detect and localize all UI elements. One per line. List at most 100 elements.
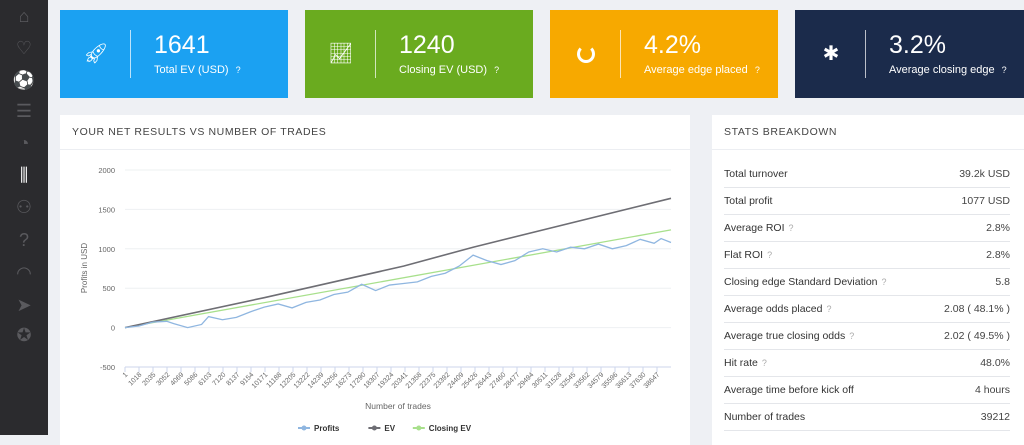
series-line-ev <box>124 197 672 329</box>
send-icon[interactable]: ➤ <box>16 295 32 315</box>
stat-label: Average time before kick off <box>724 384 854 396</box>
x-tick-label: 4069 <box>169 371 185 387</box>
heart-icon[interactable]: ♡ <box>15 38 33 58</box>
help-icon[interactable]: ? <box>1001 65 1007 75</box>
y-axis-label: Profits in USD <box>80 243 89 293</box>
y-tick-label: 0 <box>111 324 115 333</box>
stat-value: 2.02 ( 49.5% ) <box>944 330 1010 342</box>
stat-label: Average true closing odds <box>724 330 846 342</box>
y-tick-label: 500 <box>102 284 115 293</box>
sidebar: ⌂ ♡ ⚽ ☰ ◔ ⫼ ⚇ ? ◠ ➤ ✪ <box>0 0 48 435</box>
chart-panel: YOUR NET RESULTS VS NUMBER OF TRADES Pro… <box>60 115 690 445</box>
stats-row: Average time before kick off 4 hours <box>724 377 1010 404</box>
x-tick-label: 10171 <box>251 371 270 390</box>
stats-row: Average odds placed? 2.08 ( 48.1% ) <box>724 296 1010 323</box>
stat-label: Average ROI <box>724 222 785 234</box>
stat-value: 4 hours <box>974 384 1010 396</box>
help-icon[interactable]: ? <box>761 358 767 368</box>
card-value: 4.2% <box>644 31 701 59</box>
legend-item[interactable]: EV <box>384 424 395 433</box>
award-icon[interactable]: ✪ <box>16 325 32 345</box>
legend-marker <box>416 425 422 431</box>
legend-marker <box>301 425 307 431</box>
stat-label: Number of trades <box>724 411 806 423</box>
x-tick-label: 1018 <box>127 371 143 387</box>
total-ev-card: 🚀︎ 1641 Total EV (USD) ? <box>60 10 288 98</box>
y-tick-label: 1500 <box>98 205 115 214</box>
closing-edge-card: ✱ 3.2% Average closing edge ? <box>795 10 1024 98</box>
list-icon[interactable]: ☰ <box>15 101 33 121</box>
results-chart: Profits in USD Number of trades 20001500… <box>80 166 672 433</box>
stat-value: 39.2k USD <box>959 168 1010 180</box>
stat-label: Total turnover <box>724 168 788 180</box>
help-icon[interactable]: ? <box>881 277 887 287</box>
users-icon[interactable]: ⚇ <box>15 197 33 217</box>
stats-row: Flat ROI? 2.8% <box>724 242 1010 269</box>
help-icon[interactable]: ? <box>754 65 760 75</box>
sliders-icon[interactable]: ⫼ <box>19 165 29 185</box>
ring-icon <box>572 40 600 68</box>
card-label: Closing EV (USD) <box>399 64 488 76</box>
stat-value: 2.8% <box>986 249 1010 261</box>
x-tick-label: 5086 <box>183 371 199 387</box>
stat-label: Hit rate <box>724 357 758 369</box>
stats-row: Closing edge Standard Deviation? 5.8 <box>724 269 1010 296</box>
edge-placed-card: 4.2% Average edge placed ? <box>550 10 778 98</box>
legend-item[interactable]: Profits <box>314 424 340 433</box>
x-tick-label: 38647 <box>643 371 662 390</box>
legend-marker <box>371 425 377 431</box>
help-icon[interactable]: ? <box>826 304 832 314</box>
card-label: Total EV (USD) <box>154 64 229 76</box>
line-chart-icon: 📈︎ <box>328 43 354 65</box>
y-tick-label: -500 <box>100 363 115 372</box>
chart-title: YOUR NET RESULTS VS NUMBER OF TRADES <box>72 126 327 138</box>
card-value: 1641 <box>154 31 210 59</box>
stats-table: Total turnover 39.2k USD Total profit 1077 … <box>724 161 1010 431</box>
x-tick-label: 6103 <box>197 371 213 387</box>
home-icon[interactable]: ⌂ <box>18 6 30 26</box>
x-tick-label: 2035 <box>141 371 157 387</box>
rocket-icon: 🚀︎ <box>83 43 109 65</box>
gear-icon: ✱ <box>822 43 840 65</box>
help-icon[interactable]: ? <box>767 250 773 260</box>
stat-label: Total profit <box>724 195 773 207</box>
series-line-profits <box>124 237 672 329</box>
pie-chart-icon[interactable]: ◔ <box>18 133 30 153</box>
y-tick-label: 2000 <box>98 166 115 175</box>
help-icon[interactable]: ? <box>849 331 855 341</box>
y-tick-label: 1000 <box>98 245 115 254</box>
x-tick-label: 3052 <box>155 371 171 387</box>
x-tick-label: 8137 <box>225 371 241 387</box>
stat-label: Closing edge Standard Deviation <box>724 276 878 288</box>
stat-value: 39212 <box>980 411 1010 423</box>
card-label: Average edge placed <box>644 64 748 76</box>
stat-value: 2.8% <box>986 222 1010 234</box>
soccer-ball-icon[interactable]: ⚽ <box>12 70 36 90</box>
card-value: 1240 <box>399 31 455 59</box>
legend-item[interactable]: Closing EV <box>429 424 472 433</box>
series-line-closing-ev <box>124 229 672 329</box>
stats-row: Total profit 1077 USD <box>724 188 1010 215</box>
help-icon[interactable]: ? <box>235 65 241 75</box>
card-label: Average closing edge <box>889 64 995 76</box>
stats-row: Hit rate? 48.0% <box>724 350 1010 377</box>
stat-value: 2.08 ( 48.1% ) <box>944 303 1010 315</box>
x-axis-label: Number of trades <box>365 401 431 411</box>
stats-title: STATS BREAKDOWN <box>724 126 838 138</box>
help-icon[interactable]: ? <box>788 223 794 233</box>
x-tick-label: 7120 <box>211 371 227 387</box>
stats-row: Average true closing odds? 2.02 ( 49.5% ) <box>724 323 1010 350</box>
stat-value: 48.0% <box>980 357 1010 369</box>
stat-label: Average odds placed <box>724 303 823 315</box>
card-value: 3.2% <box>889 31 946 59</box>
stats-row: Number of trades 39212 <box>724 404 1010 431</box>
x-tick-label: 1 <box>122 371 130 379</box>
stat-value: 5.8 <box>995 276 1010 288</box>
help-icon[interactable]: ? <box>494 65 500 75</box>
stats-panel: STATS BREAKDOWN Total turnover 39.2k USD T… <box>712 115 1024 445</box>
gauge-icon[interactable]: ◠ <box>16 263 32 283</box>
stat-label: Flat ROI <box>724 249 764 261</box>
stats-row: Total turnover 39.2k USD <box>724 161 1010 188</box>
help-icon[interactable]: ? <box>18 230 29 250</box>
stat-value: 1077 USD <box>961 195 1010 207</box>
